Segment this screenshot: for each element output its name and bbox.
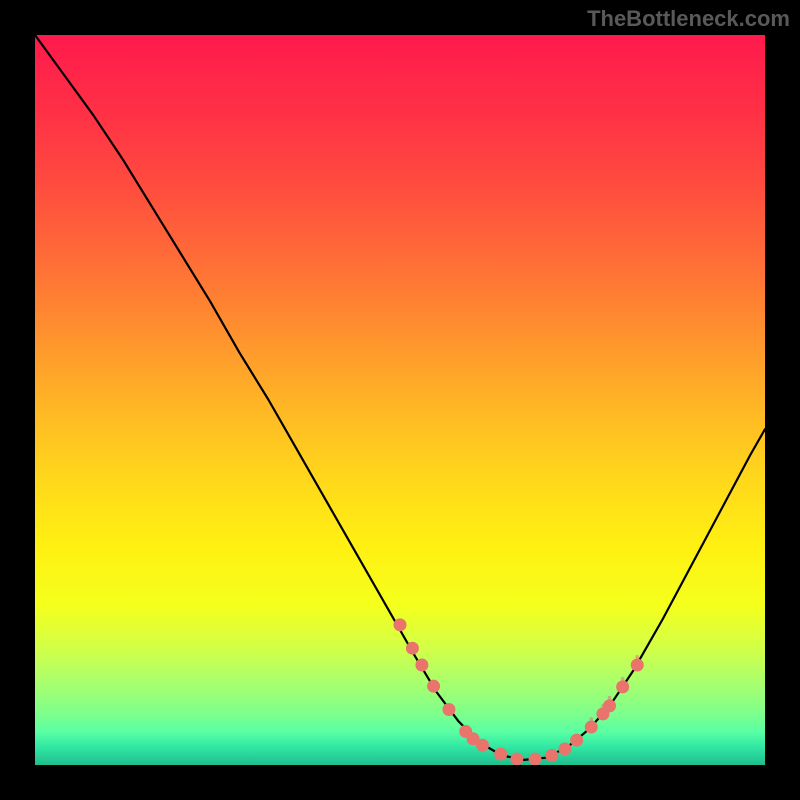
- chart-svg: [35, 35, 765, 765]
- chart-container: TheBottleneck.com: [0, 0, 800, 800]
- marker-point: [585, 721, 598, 734]
- marker-point: [394, 618, 407, 631]
- marker-point: [631, 658, 644, 671]
- marker-point: [616, 680, 629, 693]
- marker-point: [570, 734, 583, 747]
- marker-point: [427, 680, 440, 693]
- plot-background: [35, 35, 765, 765]
- marker-point: [545, 749, 558, 762]
- marker-point: [476, 739, 489, 752]
- marker-point: [406, 642, 419, 655]
- marker-point: [442, 703, 455, 716]
- plot-area: [35, 35, 765, 765]
- marker-point: [558, 742, 571, 755]
- marker-point: [415, 658, 428, 671]
- attribution-text: TheBottleneck.com: [587, 6, 790, 32]
- marker-point: [603, 699, 616, 712]
- marker-point: [494, 748, 507, 761]
